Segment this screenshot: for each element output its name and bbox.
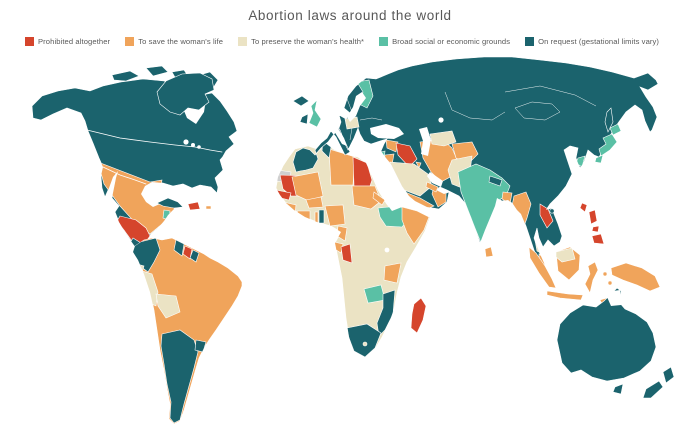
country-tanzania[interactable] [383, 262, 402, 284]
country-taiwan[interactable] [579, 202, 588, 213]
country-brazil[interactable] [132, 237, 243, 425]
country-togo[interactable] [314, 211, 319, 224]
country-french-guiana[interactable] [189, 249, 200, 263]
country-guinea-bissau[interactable] [276, 200, 285, 208]
country-kuwait[interactable] [415, 161, 422, 169]
legend-item-save-life: To save the woman's life [125, 37, 223, 46]
legend-item-on-request: On request (gestational limits vary) [525, 37, 659, 46]
great-lakes [183, 139, 189, 145]
legend-item-prohibited: Prohibited altogether [25, 37, 110, 46]
country-benin[interactable] [318, 209, 325, 224]
country-mozambique[interactable] [376, 289, 396, 337]
preserve-health-swatch-icon [238, 37, 248, 46]
country-congo[interactable] [340, 243, 353, 264]
baltic-sea [347, 92, 366, 122]
legend-label: Prohibited altogether [38, 37, 111, 46]
black-sea [370, 124, 404, 139]
country-uruguay[interactable] [194, 339, 207, 353]
country-eritrea[interactable] [372, 191, 386, 206]
country-borneo-north[interactable] [555, 247, 576, 263]
country-sri-lanka[interactable] [484, 246, 494, 258]
gulf-of-carpentaria [607, 290, 621, 306]
legend-item-broad-grounds: Broad social or economic grounds [379, 37, 510, 46]
country-greenland[interactable] [156, 72, 215, 116]
country-bolivia[interactable] [155, 293, 181, 319]
asia-borders [444, 85, 597, 121]
country-iraq[interactable] [395, 142, 418, 168]
europe-borders [314, 95, 383, 156]
country-new-zealand[interactable] [642, 366, 675, 399]
country-japan[interactable] [594, 123, 622, 164]
country-tasmania[interactable] [612, 383, 624, 395]
country-iceland[interactable] [292, 95, 310, 107]
great-lakes [191, 143, 195, 147]
country-uae[interactable] [425, 181, 439, 193]
country-egypt[interactable] [352, 156, 373, 187]
country-nepal[interactable] [488, 175, 503, 187]
country-new-guinea[interactable] [610, 262, 661, 292]
country-guyana[interactable] [173, 239, 185, 257]
country-puerto-rico[interactable] [205, 205, 212, 210]
prohibited-swatch-icon [25, 37, 34, 46]
country-laos[interactable] [539, 203, 554, 229]
country-united-kingdom[interactable] [308, 99, 322, 128]
country-madagascar[interactable] [410, 297, 427, 334]
country-belize[interactable] [162, 209, 171, 221]
caspian-sea [419, 127, 431, 156]
country-australia[interactable] [556, 287, 657, 382]
lake-victoria [384, 247, 390, 253]
country-libya[interactable] [328, 148, 356, 186]
country-hainan[interactable] [549, 208, 555, 214]
usa-mexico-border [102, 166, 147, 185]
usa-canada-border [86, 129, 223, 153]
country-eurasia-base[interactable] [292, 56, 659, 268]
country-lesotho[interactable] [362, 341, 368, 347]
legend-label: Broad social or economic grounds [392, 37, 511, 46]
country-cote-divoire[interactable] [296, 210, 311, 223]
country-sakhalin[interactable] [604, 107, 614, 133]
legend-label: On request (gestational limits vary) [538, 37, 660, 46]
country-hispaniola[interactable] [187, 201, 201, 211]
page-title: Abortion laws around the world [248, 8, 452, 23]
on-request-swatch-icon [525, 37, 535, 46]
broad-grounds-swatch-icon [379, 37, 389, 46]
country-sierra-leone[interactable] [281, 208, 292, 219]
country-turkmenistan[interactable] [429, 130, 457, 147]
legend-item-preserve-health: To preserve the woman's health* [238, 37, 364, 46]
country-syria[interactable] [385, 139, 399, 153]
persian-gulf [427, 172, 443, 187]
save-life-swatch-icon [125, 37, 135, 46]
legend-label: To preserve the woman's health* [251, 37, 365, 46]
country-cuba[interactable] [156, 197, 184, 209]
legend: Prohibited altogether To save the woman'… [25, 37, 659, 46]
country-suriname[interactable] [182, 245, 193, 260]
aral-sea [438, 117, 444, 123]
country-philippines[interactable] [588, 209, 605, 245]
country-ireland[interactable] [299, 113, 309, 125]
legend-label: To save the woman's life [138, 37, 224, 46]
country-nigeria[interactable] [324, 204, 346, 227]
country-burkina-faso[interactable] [305, 196, 324, 209]
country-somalia[interactable] [401, 206, 430, 245]
